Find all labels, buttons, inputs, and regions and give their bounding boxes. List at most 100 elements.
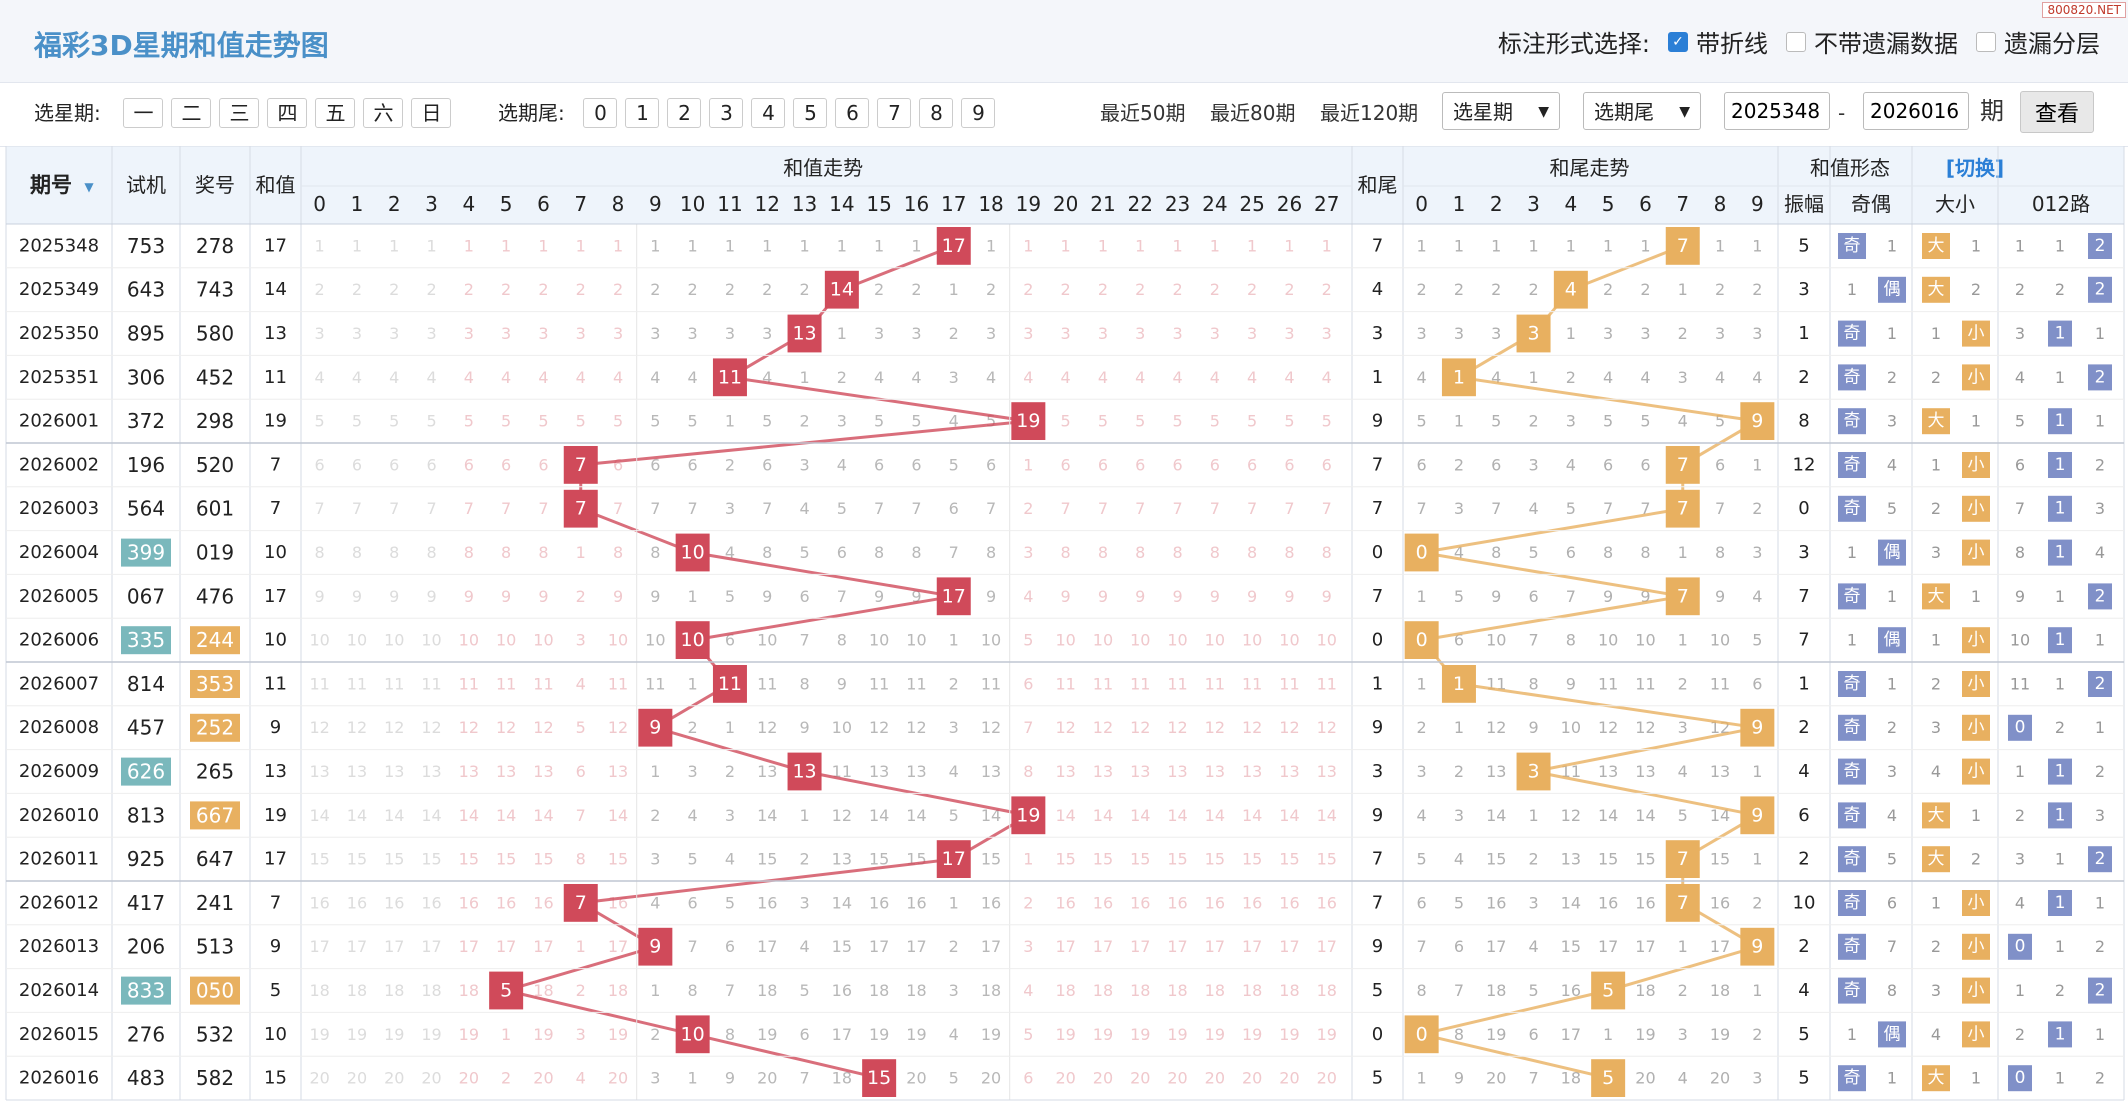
sum-miss-count: 14 [1279,806,1299,825]
sum-miss-count: 12 [906,718,926,737]
sum-miss-count: 13 [384,762,404,781]
tail-button[interactable]: 6 [835,98,870,128]
sum-miss-count: 2 [464,280,474,299]
sum-miss-count: 14 [496,806,516,825]
sum-value: 5 [270,980,281,1001]
route-miss-count: 2 [2095,937,2105,956]
recent-120-link[interactable]: 最近120期 [1320,101,1419,125]
week-day-button[interactable]: 四 [267,98,308,128]
week-select[interactable]: 选星期 ▼ [1442,92,1560,130]
sum-miss-count: 6 [1284,455,1294,474]
sum-miss-count: 2 [799,412,809,431]
sum-miss-count: 7 [874,499,884,518]
sum-miss-count: 6 [1023,1069,1033,1088]
header-issue[interactable]: 期号 [30,173,72,197]
tail-button[interactable]: 7 [877,98,912,128]
tail-miss-count: 6 [1528,587,1538,606]
tail-button[interactable]: 4 [751,98,786,128]
sum-column-label: 6 [537,192,550,216]
sum-value: 7 [270,498,281,519]
recent-80-link[interactable]: 最近80期 [1210,101,1296,125]
sum-value: 15 [264,1068,287,1089]
sum-miss-count: 4 [426,368,436,387]
switch-link[interactable]: [切换] [1946,156,2004,180]
sum-hit-marker [1011,402,1046,440]
sum-column-label: 4 [462,192,475,216]
option-layer-checkbox[interactable] [1976,31,1996,52]
sum-miss-count: 13 [1242,762,1262,781]
option-line-checkbox[interactable]: ✓ [1668,31,1688,52]
tail-miss-count: 3 [1417,324,1427,343]
mark-options: 标注形式选择: ✓ 带折线 不带遗漏数据 遗漏分层 [1498,24,2100,59]
amplitude-value: 4 [1798,980,1809,1001]
sum-value: 11 [264,367,287,388]
sum-miss-count: 4 [1210,368,1220,387]
sum-miss-count: 6 [1098,455,1108,474]
tail-select[interactable]: 选期尾 ▼ [1583,92,1701,130]
sort-down-icon[interactable]: ▼ [84,180,94,194]
week-day-button[interactable]: 三 [219,98,260,128]
sum-miss-count: 12 [832,806,852,825]
start-issue-input[interactable] [1724,92,1830,130]
option-layer-label[interactable]: 遗漏分层 [2004,30,2100,58]
issue-number: 2026001 [19,411,99,432]
tail-button[interactable]: 2 [667,98,702,128]
big-marker [1922,846,1950,873]
route-label: 1 [2055,324,2066,344]
title-bar: 福彩3D星期和值走势图 标注形式选择: ✓ 带折线 不带遗漏数据 遗漏分层 80… [0,0,2128,83]
tail-miss-count: 1 [1603,1025,1613,1044]
option-no-miss-checkbox[interactable] [1786,31,1806,52]
tail-button[interactable]: 5 [793,98,828,128]
week-day-button[interactable]: 一 [123,98,164,128]
route-label: 2 [2095,981,2106,1001]
option-line-label[interactable]: 带折线 [1696,30,1768,58]
tail-button[interactable]: 8 [919,98,954,128]
route-miss-count: 3 [2015,324,2025,343]
sum-miss-count: 3 [650,1069,660,1088]
sum-column-label: 16 [904,192,929,216]
odd-marker [1838,583,1866,610]
route-miss-count: 2 [2095,762,2105,781]
sum-miss-count: 12 [459,718,479,737]
sum-miss-count: 5 [1023,631,1033,650]
week-day-button[interactable]: 五 [315,98,356,128]
sum-value: 10 [264,1024,287,1045]
view-button[interactable]: 查看 [2020,91,2094,133]
sum-miss-count: 11 [1130,674,1150,693]
issue-number: 2026008 [19,717,99,738]
tail-button[interactable]: 1 [625,98,660,128]
sum-miss-count: 1 [799,368,809,387]
sum-miss-count: 5 [538,412,548,431]
week-day-button[interactable]: 六 [363,98,404,128]
week-day-button[interactable]: 日 [411,98,452,128]
option-no-miss-label[interactable]: 不带遗漏数据 [1814,30,1958,58]
week-day-button[interactable]: 二 [171,98,212,128]
sum-miss-count: 16 [832,981,852,1000]
route-miss-count: 1 [2055,368,2065,387]
sum-miss-count: 6 [613,455,623,474]
recent-50-link[interactable]: 最近50期 [1100,101,1186,125]
sum-miss-count: 8 [1098,543,1108,562]
tail-miss-count: 1 [1454,718,1464,737]
tail-button[interactable]: 0 [583,98,618,128]
issue-number: 2026015 [19,1024,99,1045]
route-marker [2048,890,2072,916]
sum-miss-count: 16 [1093,893,1113,912]
draw-number: 513 [196,935,234,959]
sum-miss-count: 15 [757,850,777,869]
sum-miss-count: 10 [869,631,889,650]
big-miss-count: 2 [1931,368,1941,387]
end-issue-input[interactable] [1863,92,1969,130]
sum-miss-count: 14 [1093,806,1113,825]
issue-number: 2026016 [19,1068,99,1089]
header-form: 和值形态 [1810,156,1890,180]
sum-miss-count: 16 [533,893,553,912]
route-miss-count: 6 [2015,455,2025,474]
sum-miss-count: 4 [1023,587,1033,606]
sum-column-label: 11 [717,192,742,216]
tail-button[interactable]: 9 [961,98,996,128]
sum-miss-count: 14 [1205,806,1225,825]
sum-miss-count: 17 [1317,937,1337,956]
week-label: 选星期: [34,101,101,125]
tail-button[interactable]: 3 [709,98,744,128]
